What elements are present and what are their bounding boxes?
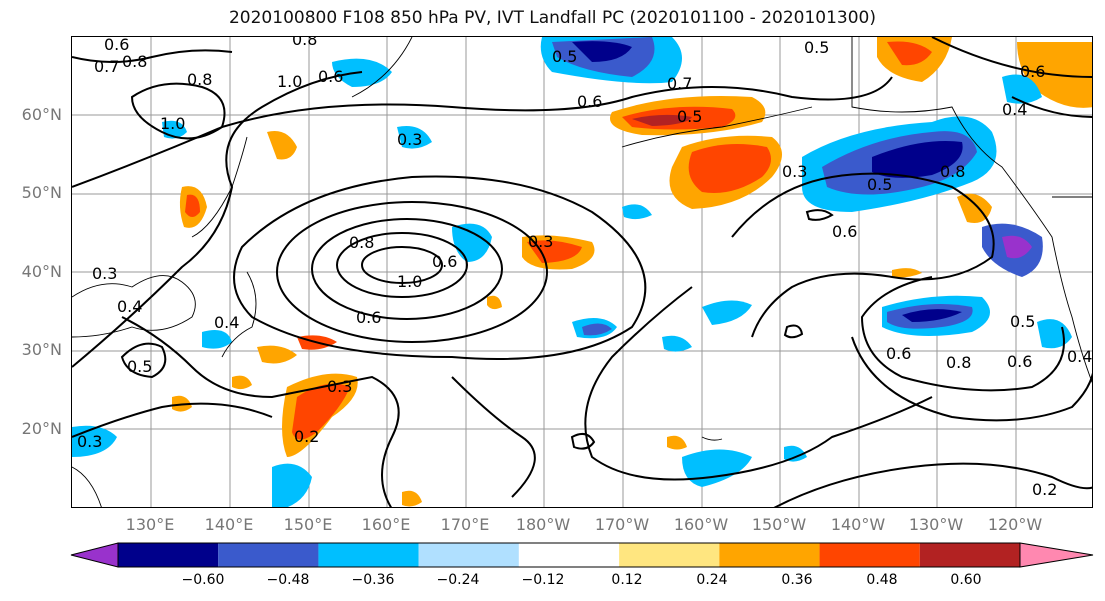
contour-label: 0.3 bbox=[782, 162, 807, 181]
contour-label: 0.5 bbox=[127, 357, 152, 376]
contour-label: 0.3 bbox=[92, 264, 117, 283]
contour-label: 0.6 bbox=[886, 344, 911, 363]
lon-label: 130°W bbox=[908, 515, 964, 534]
contour-label: 0.6 bbox=[432, 252, 457, 271]
contour-label: 0.8 bbox=[349, 233, 374, 252]
contour-label: 0.6 bbox=[1007, 352, 1032, 371]
contour-label: 0.3 bbox=[77, 432, 102, 451]
colorbar-tick-label: 0.48 bbox=[866, 572, 898, 588]
contour-labels: 0.6 0.8 0.7 0.8 0.6 0.5 0.6 0.5 0.5 0.4 … bbox=[77, 37, 1092, 499]
colorbar-extend-max bbox=[1019, 542, 1094, 568]
colorbar-box bbox=[118, 543, 219, 567]
contour-label: 0.6 bbox=[832, 222, 857, 241]
contour-label: 0.5 bbox=[677, 107, 702, 126]
contour-label: 0.7 bbox=[667, 74, 692, 93]
colorbar-box bbox=[819, 543, 920, 567]
contour-label: 0.6 bbox=[104, 37, 129, 54]
contour-label: 0.2 bbox=[1032, 480, 1057, 499]
colorbar-outline bbox=[117, 542, 1021, 568]
lat-label: 40°N bbox=[21, 262, 62, 281]
contour-label: 0.8 bbox=[292, 37, 317, 49]
colorbar-tick-label: 0.24 bbox=[696, 572, 728, 588]
contour-label: 0.2 bbox=[294, 427, 319, 446]
contour-label: 0.7 bbox=[94, 57, 119, 76]
map-title: 2020100800 F108 850 hPa PV, IVT Landfall… bbox=[228, 8, 876, 28]
contour-label: 0.4 bbox=[1067, 347, 1092, 366]
contour-label: 0.4 bbox=[214, 313, 239, 332]
contour-label: 0.8 bbox=[122, 52, 147, 71]
contour-label: 0.4 bbox=[117, 297, 142, 316]
colorbar-boxes bbox=[70, 542, 1094, 568]
colorbar-tick-label: −0.60 bbox=[181, 572, 225, 588]
colorbar-tick-label: 0.36 bbox=[781, 572, 813, 588]
colorbar-box bbox=[619, 543, 720, 567]
contour-label: 0.3 bbox=[397, 130, 422, 149]
contour-label: 0.5 bbox=[1010, 312, 1035, 331]
lon-label: 150°W bbox=[751, 515, 807, 534]
contour-label: 0.8 bbox=[187, 70, 212, 89]
colorbar-box bbox=[518, 543, 620, 567]
contour-label: 0.5 bbox=[867, 175, 892, 194]
lat-label: 20°N bbox=[21, 419, 62, 438]
lon-label: 160°E bbox=[361, 515, 411, 534]
colorbar-box bbox=[318, 543, 419, 567]
contour-label: 0.3 bbox=[528, 232, 553, 251]
colorbar-tick-label: −0.36 bbox=[351, 572, 395, 588]
contour-label: 0.8 bbox=[946, 353, 971, 372]
lat-label: 50°N bbox=[21, 183, 62, 202]
colorbar-tick-label: −0.12 bbox=[521, 572, 565, 588]
colorbar-box bbox=[218, 543, 319, 567]
lon-label: 140°W bbox=[830, 515, 886, 534]
contour-label: 0.6 bbox=[577, 92, 602, 111]
colorbar-tick-label: 0.12 bbox=[611, 572, 643, 588]
lat-label: 60°N bbox=[21, 105, 62, 124]
contour-label: 0.6 bbox=[356, 308, 381, 327]
contour-label: 0.6 bbox=[1020, 62, 1045, 81]
contour-label: 1.0 bbox=[160, 114, 185, 133]
colorbar-tick-label: 0.60 bbox=[950, 572, 982, 588]
colorbar-box bbox=[719, 543, 820, 567]
lon-label: 170°E bbox=[440, 515, 490, 534]
map-plot: 0.6 0.8 0.7 0.8 0.6 0.5 0.6 0.5 0.5 0.4 … bbox=[72, 37, 1092, 507]
contour-label: 1.0 bbox=[277, 72, 302, 91]
contour-label: 1.0 bbox=[397, 272, 422, 291]
contour-label: 0.8 bbox=[940, 162, 965, 181]
map-panel: 0.6 0.8 0.7 0.8 0.6 0.5 0.6 0.5 0.5 0.4 … bbox=[71, 36, 1093, 508]
contour-label: 0.5 bbox=[552, 47, 577, 66]
lon-label: 180°W bbox=[515, 515, 571, 534]
lon-label: 120°W bbox=[987, 515, 1043, 534]
colorbar-tick-label: −0.48 bbox=[266, 572, 310, 588]
colorbar-tick-label: −0.24 bbox=[436, 572, 480, 588]
lat-label: 30°N bbox=[21, 340, 62, 359]
pv-contours bbox=[72, 37, 1092, 507]
colorbar-box bbox=[919, 543, 1020, 567]
lon-label: 130°E bbox=[125, 515, 175, 534]
lon-label: 160°W bbox=[673, 515, 729, 534]
colorbar-box bbox=[418, 543, 519, 567]
contour-label: 0.5 bbox=[804, 38, 829, 57]
contour-label: 0.4 bbox=[1002, 100, 1027, 119]
contour-label: 0.3 bbox=[327, 377, 352, 396]
contour-label: 0.6 bbox=[318, 67, 343, 86]
lon-label: 170°W bbox=[594, 515, 650, 534]
lon-label: 140°E bbox=[204, 515, 254, 534]
colorbar-extend-min bbox=[70, 542, 119, 568]
lon-label: 150°E bbox=[283, 515, 333, 534]
